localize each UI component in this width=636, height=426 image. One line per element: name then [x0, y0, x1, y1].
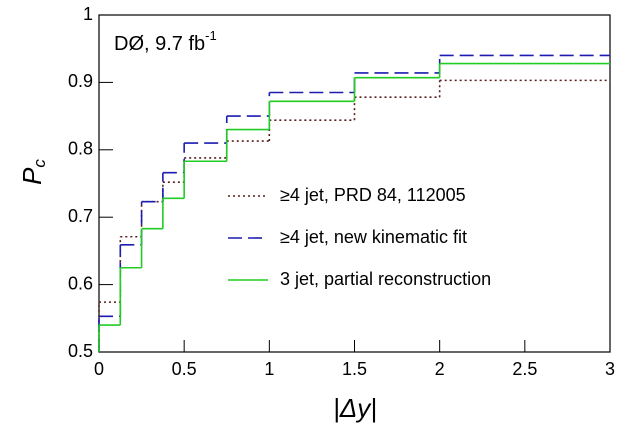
y-tick-label: 0.5: [68, 341, 93, 361]
y-axis-label: Pc: [17, 159, 50, 185]
annotation: DØ, 9.7 fb-1: [114, 28, 217, 55]
x-tick-label: 0.5: [172, 359, 197, 379]
annotation-text: DØ, 9.7 fb: [114, 33, 205, 55]
legend-label: 3 jet, partial reconstruction: [280, 269, 491, 289]
legend-label: ≥4 jet, PRD 84, 112005: [280, 185, 466, 205]
x-tick-label: 2.5: [512, 359, 537, 379]
x-axis-label: |Δy|: [333, 393, 377, 423]
x-tick-label: 2: [435, 359, 445, 379]
y-tick-label: 0.9: [68, 71, 93, 91]
y-tick-label: 0.7: [68, 206, 93, 226]
y-tick-label: 0.6: [68, 273, 93, 293]
y-tick-label: 0.8: [68, 139, 93, 159]
annotation-superscript: -1: [205, 28, 217, 43]
x-tick-label: 0: [94, 359, 104, 379]
y-axis-label-subscript: c: [30, 159, 49, 168]
y-axis-label-text: P: [17, 167, 47, 185]
y-tick-label: 1: [83, 4, 93, 24]
plot-frame: [98, 14, 611, 353]
legend-label: ≥4 jet, new kinematic fit: [280, 227, 467, 247]
x-tick-label: 3: [605, 359, 615, 379]
x-tick-label: 1: [264, 359, 274, 379]
x-tick-label: 1.5: [342, 359, 367, 379]
